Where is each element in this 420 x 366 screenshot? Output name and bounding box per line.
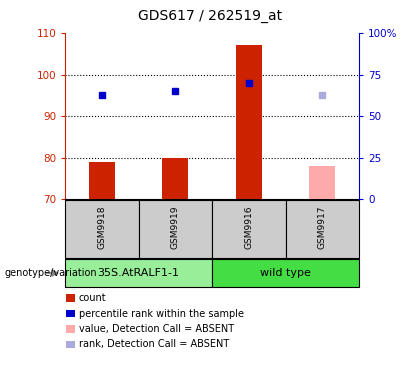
Bar: [286, 200, 359, 258]
Bar: [212, 259, 359, 287]
Bar: [310, 166, 335, 199]
Bar: [163, 158, 188, 199]
Bar: [139, 200, 212, 258]
Bar: [66, 341, 75, 348]
Text: GDS617 / 262519_at: GDS617 / 262519_at: [138, 9, 282, 23]
Bar: [212, 200, 286, 258]
Text: rank, Detection Call = ABSENT: rank, Detection Call = ABSENT: [79, 339, 229, 350]
Bar: [66, 325, 75, 333]
Text: genotype/variation: genotype/variation: [4, 268, 97, 278]
Bar: [236, 45, 262, 199]
Text: value, Detection Call = ABSENT: value, Detection Call = ABSENT: [79, 324, 234, 334]
Text: 35S.AtRALF1-1: 35S.AtRALF1-1: [97, 268, 180, 278]
Text: GSM9917: GSM9917: [318, 206, 327, 250]
Text: percentile rank within the sample: percentile rank within the sample: [79, 309, 244, 319]
Text: count: count: [79, 293, 106, 303]
Bar: [66, 295, 75, 302]
Bar: [65, 200, 139, 258]
Text: GSM9916: GSM9916: [244, 206, 253, 250]
Text: GSM9918: GSM9918: [97, 206, 106, 250]
Bar: [89, 162, 115, 199]
Text: wild type: wild type: [260, 268, 311, 278]
Text: GSM9919: GSM9919: [171, 206, 180, 250]
Bar: [65, 259, 212, 287]
Bar: [66, 310, 75, 317]
